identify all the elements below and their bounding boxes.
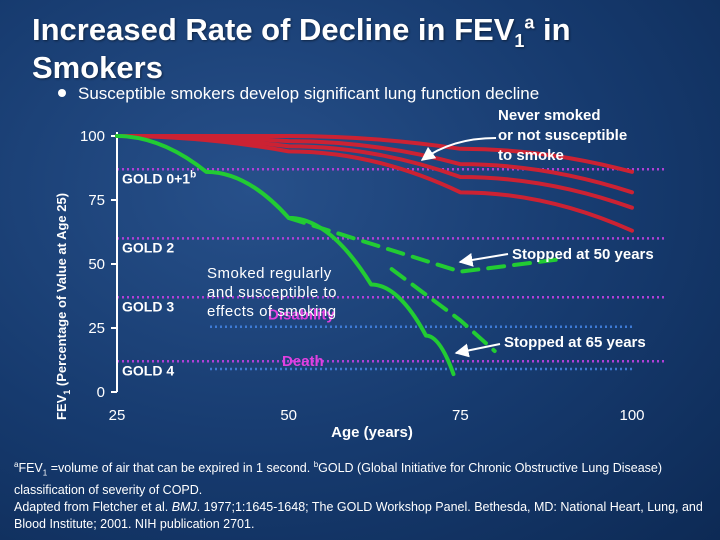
x-tick-label: 100	[619, 407, 644, 424]
x-tick-label: 25	[109, 407, 126, 424]
y-tick-label: 75	[88, 192, 105, 209]
footnote-sup-b: b	[313, 460, 319, 469]
smoked-regularly-label: effects of smoking	[207, 303, 337, 320]
y-axis-label-sub: 1	[62, 390, 72, 395]
y-tick-label: 0	[97, 384, 105, 401]
gold-stage-label: GOLD 0+1b	[122, 169, 196, 186]
stopped-65-arrow	[454, 343, 501, 358]
y-tick-label: 50	[88, 256, 105, 273]
x-tick-label: 75	[452, 407, 469, 424]
gold-stage-label: GOLD 2	[122, 239, 174, 255]
bullet-text: Susceptible smokers develop significant …	[78, 84, 540, 103]
gold-stage-label: GOLD 4	[122, 362, 174, 378]
x-tick-label: 50	[280, 407, 297, 424]
gold-stage-label-sup: b	[190, 169, 196, 180]
footnote-source-a: Adapted from Fletcher et al.	[14, 499, 172, 514]
smoker-curve	[389, 267, 497, 354]
footnote-gold-definition: GOLD (Global Initiative for Chronic Obst…	[14, 461, 663, 497]
y-axis-label-main: FEV	[54, 394, 69, 420]
stopped-50-label: Stopped at 50 years	[512, 246, 654, 263]
gold-stage-label: GOLD 3	[122, 298, 174, 314]
never-smoked-label: or not susceptible	[498, 127, 627, 144]
stopped-65-label: Stopped at 65 years	[504, 334, 646, 351]
slide-title-line-2: Smokers	[32, 50, 163, 85]
footnote-journal: BMJ	[171, 499, 197, 514]
footnote-sub: 1	[42, 468, 48, 478]
footnote: aFEV1 =volume of air that can be expired…	[14, 456, 704, 533]
bullet-icon	[58, 88, 66, 97]
footnote-line-2: Adapted from Fletcher et al. BMJ. 1977;1…	[14, 499, 704, 533]
x-axis-label: Age (years)	[331, 424, 413, 441]
title-subscript: 1	[514, 31, 525, 52]
disability-label: Disability	[268, 307, 335, 324]
footnote-fev-definition: =volume of air that can be expired in 1 …	[47, 461, 314, 476]
title-text-end: in	[534, 12, 571, 47]
never-smoked-curve	[115, 134, 634, 233]
slide-title-line-1: Increased Rate of Decline in FEV1a in	[32, 12, 571, 52]
smoked-regularly-label: and susceptible to	[207, 284, 337, 301]
smoked-regularly-label: Smoked regularly	[207, 265, 332, 282]
footnote-line-1: aFEV1 =volume of air that can be expired…	[14, 456, 704, 499]
never-smoked-label: Never smoked	[498, 107, 601, 124]
y-axis-label: FEV1 (Percentage of Value at Age 25)	[54, 193, 72, 420]
never-smoked-arrow	[420, 137, 497, 161]
smoker-curve	[286, 215, 566, 274]
never-smoked-label: to smoke	[498, 147, 564, 164]
title-text: Increased Rate of Decline in FEV	[32, 12, 515, 47]
bullet-point: Susceptible smokers develop significant …	[58, 84, 539, 104]
footnote-source-b: . 1977;1:1645-1648; The GOLD Workshop Pa…	[14, 499, 703, 531]
title-superscript: a	[524, 12, 535, 33]
footnote-sup-a: a	[14, 460, 19, 469]
y-tick-label: 100	[80, 128, 105, 145]
y-axis-label-rest: (Percentage of Value at Age 25)	[54, 193, 69, 390]
footnote-fev: FEV	[18, 461, 43, 476]
stopped-50-arrow	[458, 253, 509, 267]
death-label: Death	[282, 353, 324, 370]
y-tick-label: 25	[88, 320, 105, 337]
